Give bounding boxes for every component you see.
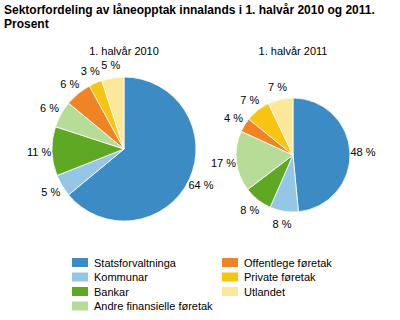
svg-text:4 %: 4 %	[224, 112, 243, 124]
svg-text:1. halvår 2011: 1. halvår 2011	[259, 45, 328, 57]
svg-text:3 %: 3 %	[81, 65, 100, 77]
svg-text:Utlandet: Utlandet	[244, 286, 285, 298]
svg-text:5 %: 5 %	[41, 186, 60, 198]
svg-text:11 %: 11 %	[27, 146, 51, 158]
svg-text:6 %: 6 %	[60, 78, 79, 90]
html-text:Sektorfordeling av låneopptak: Sektorfordeling av låneopptak innalands …	[4, 3, 375, 31]
svg-text:Andre finansielle føretak: Andre finansielle føretak	[94, 300, 213, 312]
svg-text:Offentlege føretak: Offentlege føretak	[244, 257, 332, 269]
svg-text:8 %: 8 %	[240, 204, 259, 216]
svg-text:7 %: 7 %	[268, 81, 287, 93]
svg-text:Private føretak: Private føretak	[244, 271, 316, 283]
svg-text:8 %: 8 %	[272, 218, 291, 230]
svg-text:1. halvår 2010: 1. halvår 2010	[89, 45, 159, 57]
svg-text:64 %: 64 %	[188, 179, 213, 191]
svg-text:Kommunar: Kommunar	[94, 271, 148, 283]
svg-text:Bankar: Bankar	[94, 286, 129, 298]
svg-text:7 %: 7 %	[240, 94, 259, 106]
svg-text:17 %: 17 %	[211, 157, 236, 169]
svg-text:Statsforvaltninga: Statsforvaltninga	[94, 257, 177, 269]
svg-text:6 %: 6 %	[40, 102, 59, 114]
svg-text:5 %: 5 %	[101, 59, 120, 71]
svg-text:48 %: 48 %	[350, 146, 375, 158]
